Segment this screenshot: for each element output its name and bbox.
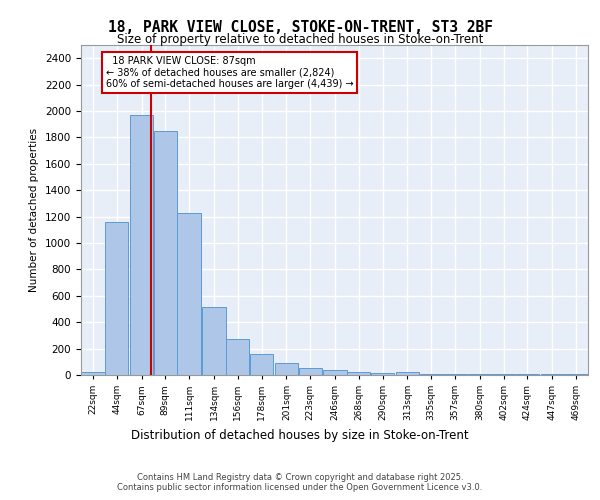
Bar	[347, 372, 370, 375]
Bar	[468, 374, 491, 375]
Bar	[178, 212, 201, 375]
Y-axis label: Number of detached properties: Number of detached properties	[29, 128, 40, 292]
Bar	[323, 370, 347, 375]
Bar	[154, 131, 177, 375]
Bar	[541, 374, 564, 375]
Bar	[202, 307, 226, 375]
Bar	[299, 368, 322, 375]
Bar	[419, 374, 443, 375]
Bar	[443, 374, 467, 375]
Bar	[130, 115, 153, 375]
Bar	[275, 363, 298, 375]
Bar	[105, 222, 128, 375]
Bar	[492, 374, 515, 375]
Text: 18, PARK VIEW CLOSE, STOKE-ON-TRENT, ST3 2BF: 18, PARK VIEW CLOSE, STOKE-ON-TRENT, ST3…	[107, 20, 493, 35]
Text: Size of property relative to detached houses in Stoke-on-Trent: Size of property relative to detached ho…	[117, 32, 483, 46]
Bar	[565, 374, 588, 375]
Bar	[371, 373, 394, 375]
Bar	[226, 338, 250, 375]
Bar	[81, 372, 104, 375]
Text: Contains HM Land Registry data © Crown copyright and database right 2025.
Contai: Contains HM Land Registry data © Crown c…	[118, 473, 482, 492]
Bar	[516, 374, 539, 375]
Bar	[396, 372, 419, 375]
Text: Distribution of detached houses by size in Stoke-on-Trent: Distribution of detached houses by size …	[131, 430, 469, 442]
Text: 18 PARK VIEW CLOSE: 87sqm  
← 38% of detached houses are smaller (2,824)
60% of : 18 PARK VIEW CLOSE: 87sqm ← 38% of detac…	[106, 56, 353, 89]
Bar	[250, 354, 273, 375]
